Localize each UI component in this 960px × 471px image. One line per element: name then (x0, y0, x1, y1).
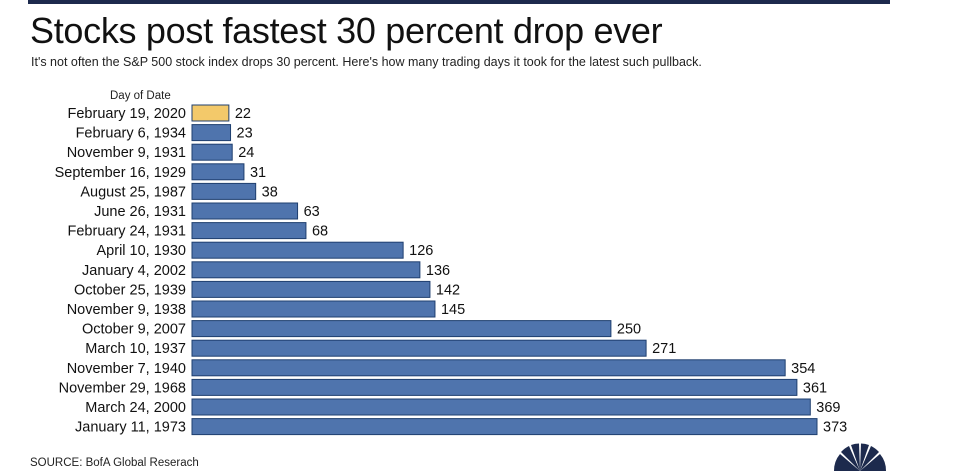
category-label-13: November 7, 1940 (67, 361, 186, 377)
category-label-0: February 19, 2020 (68, 106, 187, 122)
value-label-5: 63 (304, 204, 320, 220)
category-label-16: January 11, 1973 (75, 420, 186, 436)
bar-6 (191, 222, 307, 240)
bar-0 (191, 104, 230, 122)
category-label-2: November 9, 1931 (67, 145, 186, 161)
category-label-11: October 9, 2007 (82, 322, 186, 338)
bar-15 (191, 398, 811, 416)
category-label-6: February 24, 1931 (68, 224, 187, 240)
value-label-1: 23 (237, 126, 253, 142)
value-label-13: 354 (791, 361, 815, 377)
value-label-8: 136 (426, 263, 450, 279)
category-label-12: March 10, 1937 (85, 341, 186, 357)
bar-8 (191, 261, 421, 279)
value-label-3: 31 (250, 165, 266, 181)
value-label-12: 271 (652, 341, 676, 357)
column-header: Day of Date (110, 90, 171, 102)
category-label-9: October 25, 1939 (74, 282, 186, 298)
bar-3 (191, 163, 245, 181)
bar-10 (191, 300, 436, 318)
bar-12 (191, 339, 647, 357)
category-label-7: April 10, 1930 (97, 243, 186, 259)
bar-4 (191, 182, 257, 200)
bar-11 (191, 320, 612, 338)
category-label-14: November 29, 1968 (59, 380, 186, 396)
category-label-3: September 16, 1929 (55, 165, 186, 181)
value-label-2: 24 (238, 145, 254, 161)
category-label-10: November 9, 1938 (67, 302, 186, 318)
value-label-7: 126 (409, 243, 433, 259)
bar-16 (191, 418, 818, 436)
value-label-10: 145 (441, 302, 465, 318)
bar-1 (191, 124, 232, 142)
bar-9 (191, 280, 431, 298)
value-label-9: 142 (436, 282, 460, 298)
bar-7 (191, 241, 404, 259)
value-label-4: 38 (262, 184, 278, 200)
top-rule (28, 0, 890, 4)
category-label-8: January 4, 2002 (82, 263, 186, 279)
value-label-0: 22 (235, 106, 251, 122)
bar-2 (191, 143, 233, 161)
chart-title: Stocks post fastest 30 percent drop ever (30, 10, 663, 51)
category-label-1: February 6, 1934 (76, 126, 186, 142)
chart-subtitle: It's not often the S&P 500 stock index d… (31, 55, 702, 69)
bar-14 (191, 378, 798, 396)
peacock-logo-icon (833, 443, 887, 471)
value-label-11: 250 (617, 322, 641, 338)
bar-5 (191, 202, 299, 220)
value-label-16: 373 (823, 420, 847, 436)
source-note: SOURCE: BofA Global Reserach (30, 457, 199, 469)
category-label-15: March 24, 2000 (85, 400, 186, 416)
value-label-14: 361 (803, 380, 827, 396)
bar-13 (191, 359, 786, 377)
value-label-15: 369 (816, 400, 840, 416)
category-label-4: August 25, 1987 (80, 184, 186, 200)
category-label-5: June 26, 1931 (94, 204, 186, 220)
value-label-6: 68 (312, 224, 328, 240)
